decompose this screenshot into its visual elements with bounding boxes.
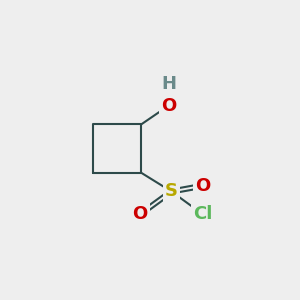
Text: O: O: [132, 206, 148, 224]
Text: S: S: [165, 182, 178, 200]
Text: O: O: [195, 177, 211, 195]
Text: Cl: Cl: [193, 206, 213, 224]
Text: O: O: [161, 97, 176, 115]
Text: H: H: [161, 75, 176, 93]
